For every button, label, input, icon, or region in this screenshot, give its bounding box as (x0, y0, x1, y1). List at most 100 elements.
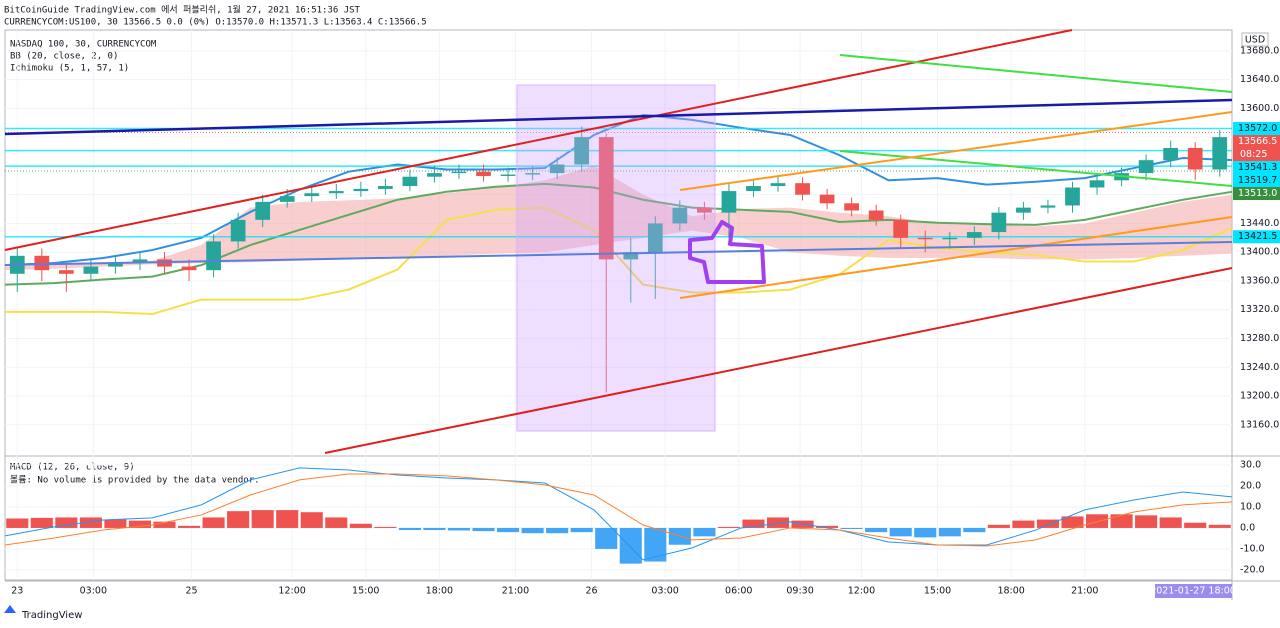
y-tick-label: 13400.0 (1240, 247, 1279, 258)
candle-body (451, 171, 467, 174)
macd-histogram-bar (153, 521, 176, 528)
macd-histogram-bar (497, 527, 520, 533)
macd-histogram-bar (472, 527, 495, 532)
y-tick-label: 13360.0 (1240, 275, 1279, 286)
y-tick-label: 13440.0 (1240, 218, 1279, 229)
macd-histogram-bar (619, 527, 642, 564)
candle-body (868, 210, 884, 220)
macd-histogram-bar (55, 517, 78, 528)
x-tick-label: 06:00 (725, 586, 752, 597)
candle-body (1065, 187, 1080, 206)
candle-body (427, 173, 442, 177)
macd-histogram-bar (1135, 515, 1158, 528)
macd-histogram-bar (202, 517, 225, 528)
price-label: 13572.0 (1238, 123, 1277, 134)
candle-body (991, 212, 1007, 233)
y-tick-label: 10.0 (1240, 501, 1261, 512)
trend-line (679, 216, 1233, 299)
macd-histogram-bar (865, 527, 888, 533)
candle-body (279, 196, 295, 202)
candle-body (966, 232, 982, 238)
candle-body (917, 237, 933, 240)
macd-histogram-bar (1208, 524, 1231, 528)
candle-body (647, 223, 663, 253)
candle-body (328, 191, 344, 194)
macd-histogram-bar (423, 527, 446, 531)
x-tick-label: 23 (11, 586, 23, 597)
cursor-label: 2021-01-27 18:00 (1150, 586, 1236, 597)
candle-body (770, 183, 786, 187)
price-label-box (1233, 230, 1280, 244)
macd-histogram-bar (766, 517, 790, 528)
candle-body (206, 241, 221, 271)
signal-line (4, 473, 1233, 547)
macd-histogram-bar (1184, 522, 1207, 528)
macd-legend: MACD (12, 26, close, 9) (10, 463, 135, 473)
candle-body (1040, 205, 1056, 208)
candle-body (525, 173, 540, 175)
macd-histogram-bar (595, 527, 618, 549)
price-label: 13541.3 (1238, 162, 1277, 173)
candle-body (1089, 180, 1105, 188)
x-tick-label: 15:00 (924, 586, 951, 597)
macd-histogram-bar (914, 527, 937, 538)
candle-body (942, 237, 958, 240)
candle-body (721, 191, 737, 213)
cursor-box (1155, 584, 1232, 598)
macd-histogram-bar (644, 527, 667, 562)
candle-body (819, 194, 835, 204)
price-label: 13566.5 (1238, 136, 1277, 147)
macd-histogram-bar (963, 527, 986, 533)
y-tick-label: 0.0 (1240, 522, 1255, 533)
macd-histogram-bar (79, 517, 102, 528)
candle-body (672, 207, 688, 224)
candle-body (83, 266, 99, 274)
trend-line (839, 54, 1233, 93)
candle-body (1212, 137, 1228, 170)
price-label: 13421.5 (1238, 231, 1277, 242)
y-tick-label: 13200.0 (1240, 391, 1279, 402)
logo (4, 605, 16, 613)
price-label: 13513.0 (1238, 188, 1277, 199)
macd-histogram-bar (742, 519, 765, 528)
macd-histogram-bar (1110, 514, 1133, 528)
candle-body (181, 266, 197, 271)
indicator-line (5, 206, 1233, 316)
candle-body (304, 193, 320, 197)
countdown-box (1233, 148, 1280, 162)
indicator-line (4, 113, 1233, 267)
y-tick-label: 13160.0 (1240, 419, 1279, 430)
footer: TradingView (21, 610, 82, 621)
highlight-box (516, 84, 716, 432)
macd-histogram-bar (987, 524, 1010, 528)
header-line: BitCoinGuide TradingView.com 에서 퍼블리쉬, 1월… (4, 4, 361, 16)
price-label-box (1233, 122, 1280, 136)
macd-histogram-bar (276, 510, 299, 528)
x-tick-label: 03:00 (651, 586, 678, 597)
y-tick-label: -20.0 (1240, 564, 1265, 575)
y-tick-label: 13280.0 (1240, 333, 1279, 344)
candle-body (500, 174, 516, 176)
x-tick-label: 03:00 (80, 586, 107, 597)
legend-indicator: Ichimoku (5, 1, 57, 1) (10, 64, 129, 74)
price-label-box (1233, 161, 1280, 175)
macd-histogram-bar (840, 527, 863, 529)
macd-histogram-bar (1036, 519, 1059, 528)
x-tick-label: 21:00 (502, 586, 529, 597)
macd-histogram-bar (816, 525, 839, 528)
candle-body (108, 262, 123, 267)
macd-histogram-bar (251, 510, 274, 528)
x-tick-label: 26 (585, 586, 597, 597)
trend-line (4, 29, 1073, 251)
macd-histogram-bar (6, 518, 29, 528)
y-tick-label: 13240.0 (1240, 362, 1279, 373)
candle-body (844, 203, 859, 211)
price-label-box (1233, 135, 1280, 149)
candle-body (230, 219, 246, 242)
x-tick-label: 25 (185, 586, 197, 597)
candle-body (255, 201, 271, 220)
candle-body (893, 219, 909, 238)
macd-line (4, 467, 1233, 561)
currency-box (1241, 32, 1269, 47)
